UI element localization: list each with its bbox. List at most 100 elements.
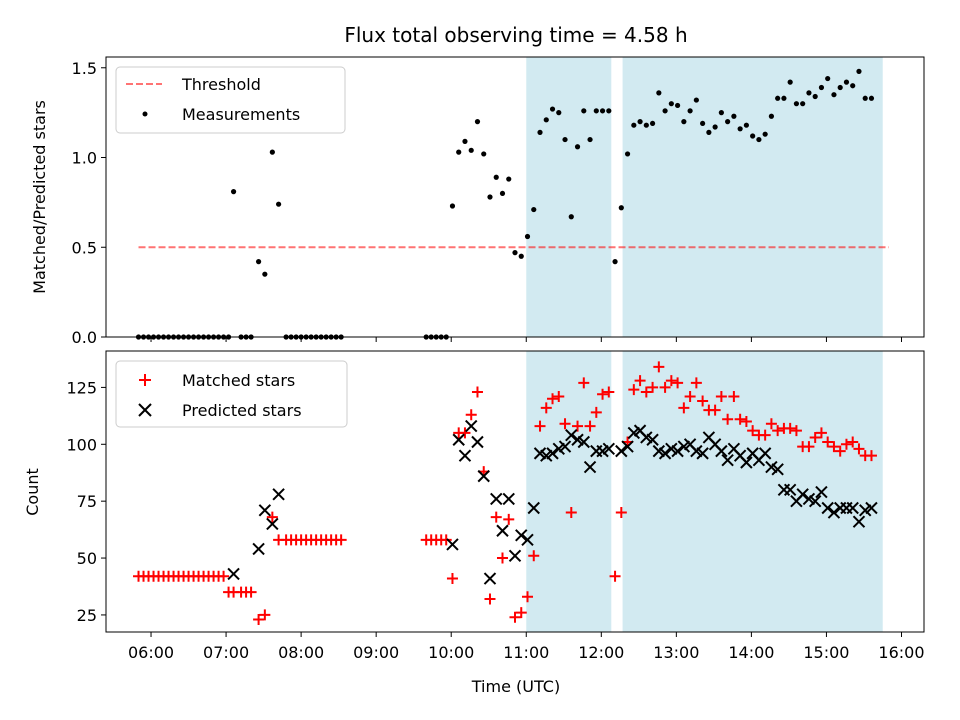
predicted-star-point — [502, 492, 515, 506]
top-legend: Threshold Measurements — [115, 66, 346, 134]
measurement-point — [825, 75, 831, 82]
predicted-star-point — [483, 572, 497, 585]
measurement-point — [449, 203, 456, 209]
x-tick-label: 10:00 — [428, 643, 474, 662]
measurement-point — [593, 108, 599, 114]
predicted-star-point — [227, 567, 240, 581]
predicted-star-point — [796, 488, 809, 501]
predicted-star-point — [471, 435, 484, 449]
matched-star-point — [440, 534, 452, 546]
measurement-point — [493, 174, 499, 180]
measurement-point — [750, 133, 756, 139]
matched-star-point — [559, 418, 571, 430]
y-tick-label: 0.5 — [72, 238, 97, 257]
measurement-point — [506, 176, 512, 182]
measurement-point — [581, 108, 587, 114]
measurement-point — [649, 120, 656, 127]
measurement-point — [850, 83, 856, 89]
predicted-star-point — [272, 488, 285, 501]
measurement-point — [549, 106, 556, 112]
matched-star-point — [853, 443, 865, 455]
matched-star-point — [634, 375, 646, 387]
measurement-point — [743, 122, 749, 128]
matched-star-point — [684, 391, 696, 403]
measurement-point — [662, 108, 668, 114]
measurement-point — [468, 147, 474, 153]
measurement-point — [618, 205, 624, 211]
measurement-point — [718, 110, 724, 116]
predicted-star-point — [546, 447, 559, 460]
predicted-star-point — [671, 444, 684, 458]
predicted-star-point — [515, 529, 528, 542]
bottom-legend: Matched stars Predicted stars — [115, 360, 348, 428]
y-tick-label: 50 — [77, 549, 97, 568]
matched-star-point — [809, 431, 821, 443]
matched-star-point — [715, 391, 727, 403]
measurement-point — [868, 95, 875, 101]
predicted-star-point — [852, 515, 866, 528]
matched-star-point — [584, 420, 596, 432]
predicted-star-point — [558, 440, 572, 453]
predicted-star-point — [266, 517, 279, 531]
measurement-point — [568, 214, 574, 220]
matched-star-point — [722, 413, 734, 425]
x-tick-label: 14:00 — [728, 643, 774, 662]
x-tick-label: 12:00 — [578, 643, 624, 662]
legend-matched-swatch — [139, 374, 151, 386]
predicted-star-point — [583, 460, 597, 474]
measurement-point — [837, 84, 843, 91]
measurement-point — [230, 189, 237, 195]
x-tick-label: 08:00 — [278, 643, 324, 662]
matched-star-point — [245, 586, 257, 598]
predicted-star-point — [808, 494, 822, 508]
predicted-star-point — [527, 501, 540, 515]
count-panel: 06:00 07:00 08:00 09:00 10:00 11:00 12:00 13:00… — [23, 350, 925, 696]
y-tick-label: 25 — [77, 606, 97, 625]
predicted-star-point — [827, 506, 841, 519]
matched-star-point — [728, 391, 740, 403]
matched-star-point — [815, 427, 827, 439]
predicted-star-point — [615, 444, 628, 458]
measurement-point — [693, 97, 699, 103]
matched-star-point — [496, 552, 508, 564]
matched-star-point — [503, 513, 515, 525]
matched-star-point — [772, 425, 784, 437]
measurement-point — [537, 129, 543, 135]
measurement-point — [712, 124, 718, 130]
measurement-point — [843, 79, 850, 85]
matched-star-point — [678, 402, 690, 414]
matched-star-point — [822, 436, 834, 448]
top-legend-box — [115, 66, 346, 134]
matched-star-point — [647, 381, 659, 393]
matched-star-point — [509, 611, 521, 623]
measurement-point — [624, 151, 631, 157]
matched-star-point — [572, 420, 584, 432]
measurement-point — [775, 95, 781, 101]
measurement-point — [487, 194, 493, 200]
measurement-point — [681, 119, 687, 125]
matched-star-point — [759, 429, 771, 441]
measurement-point — [700, 120, 706, 127]
measurement-point — [531, 206, 537, 213]
matched-star-point — [578, 377, 590, 389]
matched-star-point — [659, 381, 671, 393]
predicted-star-point — [821, 501, 834, 515]
measurement-point — [781, 95, 787, 101]
legend-measurements-label: Measurements — [182, 105, 300, 124]
matched-star-point — [335, 534, 347, 546]
predicted-star-point — [815, 485, 828, 499]
measurement-point — [737, 126, 743, 132]
observing-intervals — [526, 57, 883, 337]
top-axes-frame — [105, 56, 925, 338]
bottom-axes-frame — [105, 350, 925, 633]
measurement-point — [793, 101, 800, 107]
matched-star-point — [865, 450, 877, 462]
measurement-point — [706, 129, 712, 135]
y-tick-label: 100 — [66, 435, 97, 454]
predicted-star-point — [658, 447, 672, 460]
matched-star-point — [253, 613, 265, 625]
matched-star-point — [615, 507, 627, 519]
measurement-point — [518, 253, 524, 259]
measurement-point — [668, 101, 674, 107]
